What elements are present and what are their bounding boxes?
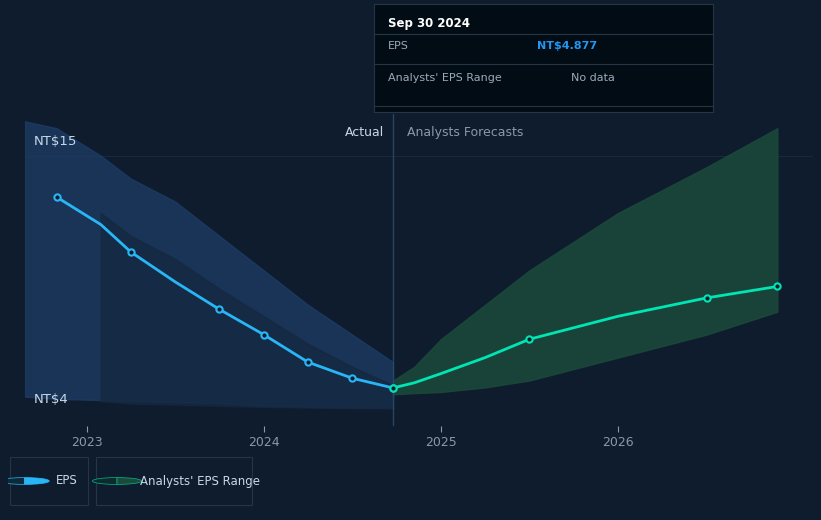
Text: Analysts' EPS Range: Analysts' EPS Range bbox=[388, 73, 502, 83]
Text: Actual: Actual bbox=[345, 126, 384, 139]
Wedge shape bbox=[93, 477, 117, 485]
Text: EPS: EPS bbox=[388, 42, 409, 51]
Text: No data: No data bbox=[571, 73, 615, 83]
Text: NT$4: NT$4 bbox=[34, 393, 68, 406]
Text: NT$4.877: NT$4.877 bbox=[537, 42, 597, 51]
Wedge shape bbox=[117, 477, 142, 485]
Text: Analysts Forecasts: Analysts Forecasts bbox=[407, 126, 524, 139]
Text: NT$15: NT$15 bbox=[34, 135, 77, 148]
FancyBboxPatch shape bbox=[10, 457, 89, 505]
Text: EPS: EPS bbox=[56, 474, 77, 488]
Wedge shape bbox=[25, 477, 49, 485]
Text: Sep 30 2024: Sep 30 2024 bbox=[388, 17, 470, 30]
FancyBboxPatch shape bbox=[97, 457, 253, 505]
Text: Analysts' EPS Range: Analysts' EPS Range bbox=[140, 474, 259, 488]
Wedge shape bbox=[0, 477, 25, 485]
